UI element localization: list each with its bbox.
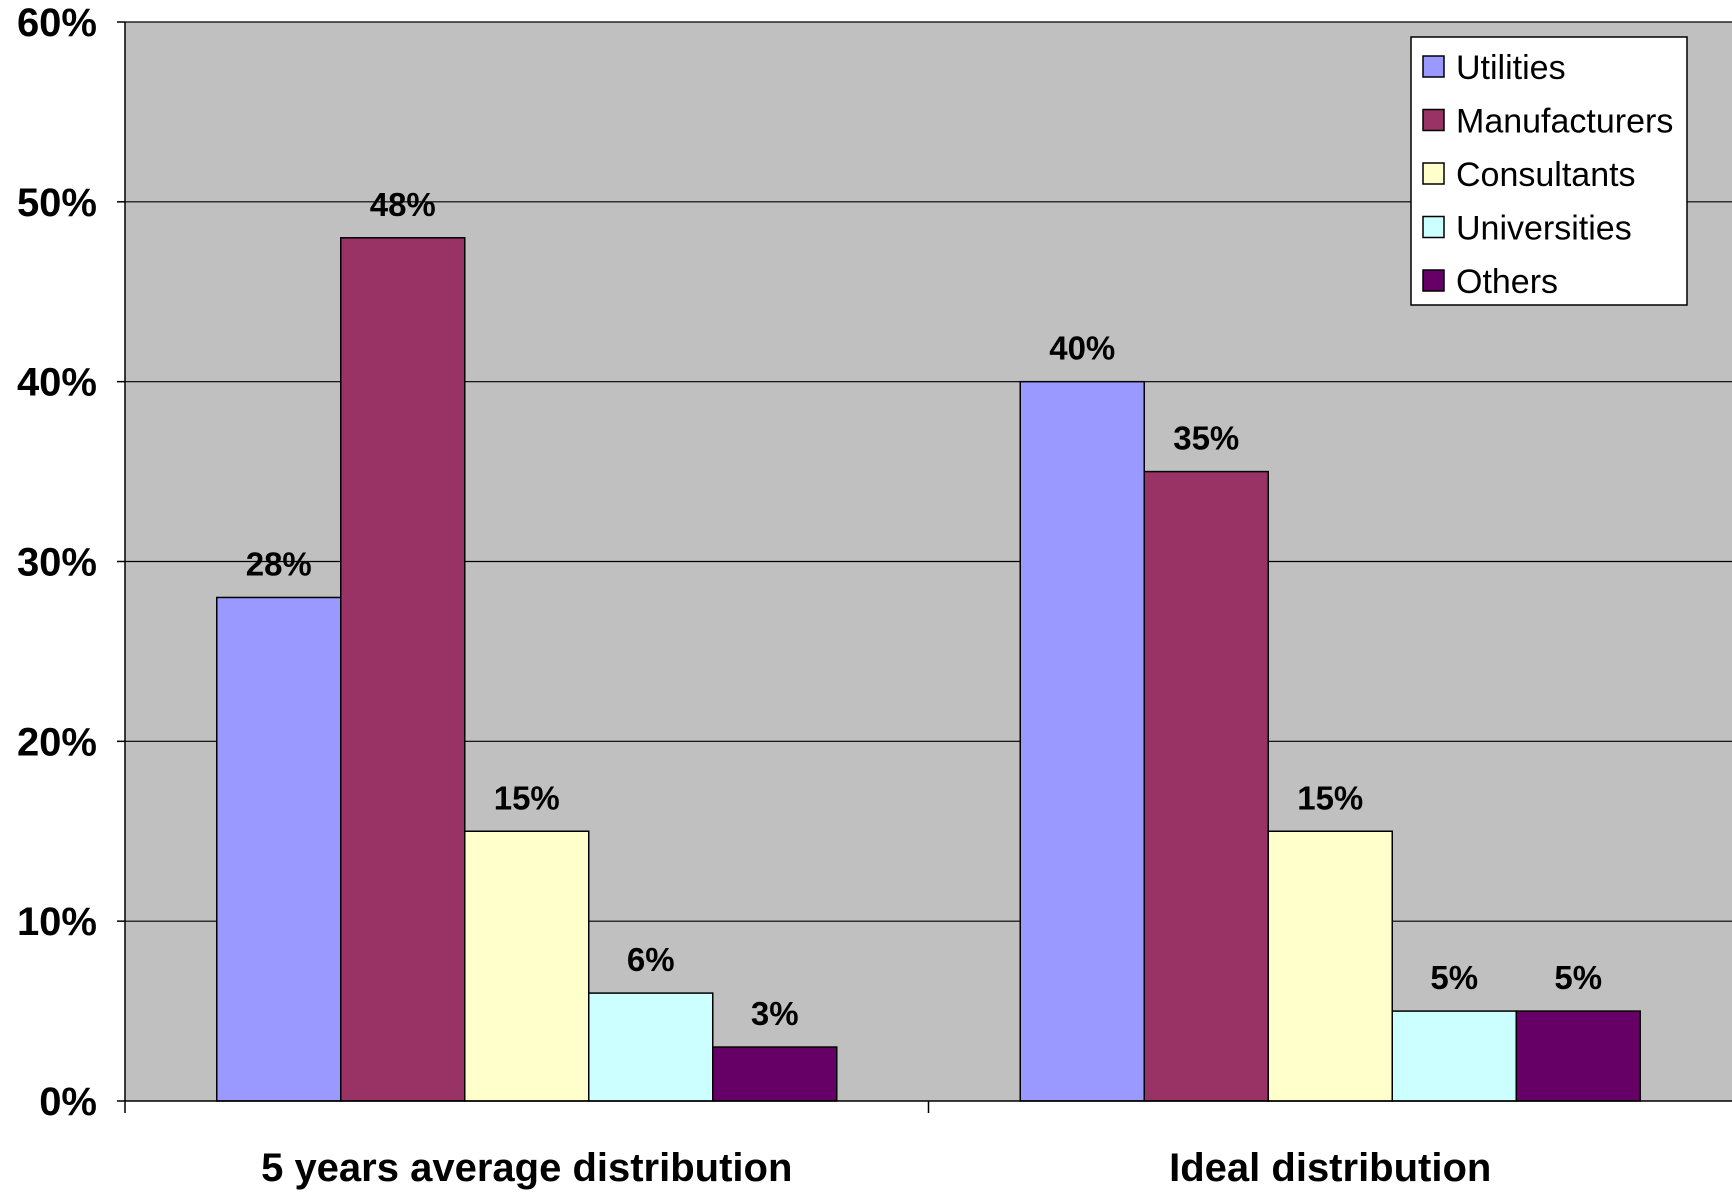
y-tick-label: 10%	[17, 900, 97, 944]
legend-label: Utilities	[1456, 49, 1566, 87]
bar-consultants-2	[1267, 830, 1393, 1102]
data-label: 15%	[494, 779, 560, 816]
bar-universities-2	[1391, 1010, 1517, 1102]
x-category-label: 5 years average distribution	[261, 1146, 792, 1190]
legend-swatch	[1422, 215, 1445, 239]
data-labels: 28% 48% 15% 6% 3% 40% 35% 15% 5% 5%	[246, 186, 1602, 1032]
y-tick-label: 20%	[17, 720, 97, 764]
data-label: 5%	[1430, 959, 1478, 996]
legend-box	[1410, 36, 1688, 306]
legend-swatch	[1422, 162, 1445, 185]
legend-label: Manufacturers	[1456, 103, 1673, 141]
data-label: 35%	[1173, 420, 1239, 457]
bar-universities-1	[588, 992, 714, 1102]
legend-swatch	[1422, 269, 1445, 292]
data-label: 40%	[1049, 330, 1115, 367]
bar-manufacturers-2	[1143, 470, 1269, 1102]
data-label: 15%	[1297, 779, 1363, 816]
bar-others-1	[712, 1046, 838, 1102]
bar-utilities-2	[1019, 380, 1145, 1102]
x-category-label: Ideal distribution	[1169, 1146, 1491, 1190]
y-tick-label: 50%	[17, 181, 97, 225]
bar-utilities-1	[216, 596, 342, 1102]
y-tick-label: 0%	[39, 1080, 97, 1124]
data-label: 3%	[751, 995, 799, 1032]
legend-swatch	[1422, 108, 1445, 132]
legend-label: Consultants	[1456, 156, 1636, 194]
data-label: 28%	[246, 545, 312, 582]
y-tick-label: 60%	[17, 1, 97, 45]
bar-others-2	[1515, 1010, 1641, 1102]
y-tick-label: 40%	[17, 361, 97, 405]
legend-label: Universities	[1456, 210, 1632, 248]
y-tick-label: 30%	[17, 541, 97, 585]
data-label: 48%	[370, 186, 436, 223]
bar-consultants-1	[464, 830, 590, 1102]
legend-swatch	[1422, 55, 1445, 78]
data-label: 5%	[1554, 959, 1602, 996]
legend-label: Others	[1456, 263, 1558, 301]
bar-manufacturers-1	[340, 237, 466, 1102]
data-label: 6%	[627, 941, 675, 978]
axes: 0% 10% 20% 30% 40% 50% 60% 5 years average dist…	[17, 1, 1732, 1190]
legend: Utilities Manufacturers Consultants Univers…	[1410, 36, 1688, 306]
bars	[216, 237, 1641, 1102]
